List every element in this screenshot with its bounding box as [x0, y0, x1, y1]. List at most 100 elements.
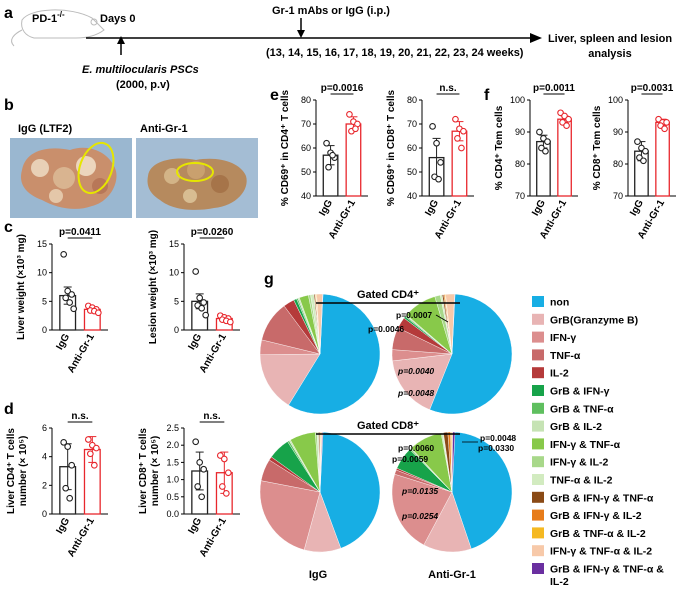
- mouse-genotype-label: PD-1-/-: [32, 10, 65, 25]
- liver-photo-anti: [136, 138, 258, 218]
- y-tick-label: 80: [515, 159, 525, 169]
- legend-swatch: [532, 474, 544, 485]
- chart-cd8-number: 0.0 0.5 1.0 1.5 2.0 2.5 Liver CD8⁺ T cells numb…: [138, 411, 240, 559]
- data-point: [194, 483, 202, 490]
- y-axis-label: % CD69⁺ in CD8⁺ T cells: [386, 89, 397, 206]
- pie-cd4-igg-slice: [288, 293, 381, 415]
- y-tick-label: 80: [301, 95, 311, 105]
- panel-d-letter: d: [4, 401, 14, 418]
- legend-swatch: [532, 420, 544, 432]
- pie-cd4-anti-slice: [451, 293, 456, 355]
- y-tick-label: 1.0: [166, 475, 179, 485]
- y-tick-label: 70: [515, 191, 525, 201]
- y-tick-label: 40: [407, 191, 417, 201]
- y-tick-label: 40: [301, 191, 311, 201]
- data-point: [64, 443, 72, 450]
- mouse-icon: [11, 9, 105, 47]
- data-point: [198, 493, 206, 501]
- timeline-arrowhead: [530, 33, 542, 43]
- data-point: [454, 135, 461, 142]
- data-point: [70, 305, 78, 313]
- panel-a: a PD-1-/- Days 0 E. multilocularis PSCs …: [4, 5, 672, 91]
- y-tick-label: 5: [42, 296, 47, 306]
- data-point: [224, 469, 232, 477]
- pie-cd8-anti-slice: [451, 431, 513, 550]
- legend-label: GrB & IFN-γ: [550, 386, 610, 398]
- days-label: Days 0: [100, 13, 135, 25]
- data-point: [661, 125, 668, 133]
- data-point: [565, 115, 572, 123]
- panel-b: b IgG (LTF2) Anti-Gr-1: [4, 97, 258, 218]
- data-point: [68, 291, 76, 298]
- data-point: [435, 175, 442, 183]
- y-tick-label: 60: [407, 143, 417, 153]
- gated-cd4-title: Gated CD4⁺: [357, 289, 419, 301]
- bar: [557, 118, 572, 197]
- data-point: [218, 483, 226, 490]
- legend-label: TNF-α: [550, 350, 581, 362]
- y-tick-label: 2.5: [166, 423, 179, 433]
- y-tick-label: 70: [407, 119, 417, 129]
- y-tick-label: 4: [42, 452, 47, 462]
- pie-cd4-igg-slice: [319, 293, 324, 355]
- cd8-p-value: p=0.0254: [401, 511, 438, 521]
- y-tick-label: 60: [301, 143, 311, 153]
- legend-swatch: [532, 296, 544, 307]
- y-tick-label: 5: [174, 296, 179, 306]
- legend-swatch: [532, 438, 544, 450]
- inoculum-label: E. multilocularis PSCs: [82, 64, 199, 76]
- data-point: [663, 119, 670, 126]
- data-point: [222, 490, 230, 497]
- legend-swatch: [532, 313, 544, 325]
- category-label: IgG: [530, 198, 548, 218]
- data-point: [458, 144, 465, 152]
- bar: [655, 121, 670, 197]
- pie-cd8-igg-slice: [259, 480, 321, 551]
- inoculum-dose-label: (2000, p.v): [116, 79, 170, 91]
- p-value-label: n.s.: [439, 83, 456, 94]
- data-point: [352, 125, 359, 133]
- data-point: [437, 159, 444, 166]
- data-point: [452, 115, 459, 123]
- data-point: [346, 111, 353, 118]
- p-value-label: p=0.0016: [321, 83, 364, 94]
- y-tick-label: 50: [407, 167, 417, 177]
- data-point: [544, 138, 551, 145]
- legend-swatch: [532, 331, 544, 343]
- y-tick-label: 90: [515, 127, 525, 137]
- y-axis-label: Liver weight (×10³ mg): [16, 234, 27, 340]
- endpoint-label-2: analysis: [588, 48, 631, 60]
- chart-cytokine-pies: Gated CD4⁺ Gated CD8⁺ IgG Anti-Gr-1 p=0.0007…: [259, 289, 664, 588]
- y-axis-label: Liver CD8⁺ T cells: [138, 428, 149, 514]
- data-point: [60, 438, 68, 446]
- pie-label-anti: Anti-Gr-1: [428, 569, 476, 581]
- legend-swatch: [532, 402, 544, 414]
- data-point: [68, 461, 76, 469]
- weeks-label: (13, 14, 15, 16, 17, 18, 19, 20, 21, 22,…: [266, 47, 524, 59]
- data-point: [325, 163, 332, 171]
- panel-c-letter: c: [4, 219, 13, 236]
- data-point: [200, 299, 208, 306]
- data-point: [563, 122, 570, 129]
- y-axis-label: % CD69⁺ in CD4⁺ T cells: [280, 89, 291, 206]
- y-tick-label: 100: [510, 95, 525, 105]
- legend-label: TNF-α & IL-2: [550, 475, 613, 487]
- pie-label-igg: IgG: [309, 569, 327, 581]
- y-tick-label: 0: [174, 325, 179, 335]
- cd4-p-value: p=0.0048: [397, 388, 434, 398]
- y-tick-label: 15: [169, 239, 179, 249]
- pie-cd4-igg-slice: [259, 353, 321, 406]
- pie-cd4-anti-slice: [429, 293, 513, 415]
- cd4-p-value: p=0.0046: [368, 324, 404, 334]
- cd8-p-value: p=0.0330: [478, 443, 514, 453]
- y-axis-label: Liver CD4⁺ T cells: [6, 428, 17, 514]
- panel-e-letter: e: [270, 87, 279, 104]
- data-point: [634, 138, 641, 145]
- y-tick-label: 70: [301, 119, 311, 129]
- cd8-p-value: p=0.0060: [398, 443, 434, 453]
- cd4-p-leader: [435, 314, 449, 323]
- data-point: [192, 438, 200, 446]
- y-tick-label: 10: [37, 268, 47, 278]
